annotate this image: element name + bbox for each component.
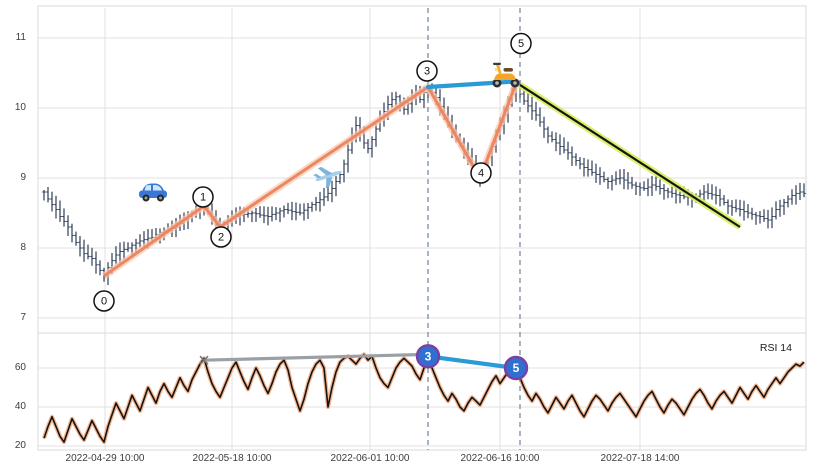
wave-label-5: 5 bbox=[510, 32, 532, 55]
rsi-ytick-40: 40 bbox=[14, 401, 26, 412]
resistance-line bbox=[425, 79, 519, 90]
rsi-marker-5: 5 bbox=[503, 355, 529, 381]
xtick-2022-06-01: 2022-06-01 10:00 bbox=[330, 453, 410, 464]
wave-label-2: 2 bbox=[210, 226, 232, 248]
price-ytick-7: 7 bbox=[20, 312, 26, 323]
price-ytick-10: 10 bbox=[14, 102, 26, 113]
price-ytick-8: 8 bbox=[20, 242, 26, 253]
svg-text:3: 3 bbox=[424, 66, 430, 78]
rsi-legend-label: RSI 14 bbox=[759, 342, 792, 354]
wave-label-1: 1 bbox=[192, 186, 214, 208]
svg-text:4: 4 bbox=[478, 168, 484, 180]
projection-line bbox=[519, 83, 741, 228]
xtick-2022-05-18: 2022-05-18 10:00 bbox=[192, 453, 272, 464]
svg-text:5: 5 bbox=[513, 361, 520, 375]
scooter-icon bbox=[492, 62, 520, 88]
svg-text:0: 0 bbox=[101, 296, 107, 308]
wave-label-3: 3 bbox=[416, 60, 438, 82]
price-ytick-11: 11 bbox=[15, 32, 26, 43]
svg-text:3: 3 bbox=[425, 349, 432, 363]
svg-text:1: 1 bbox=[200, 192, 206, 204]
rsi-ytick-60: 60 bbox=[14, 362, 26, 373]
impulse-line-halo bbox=[101, 82, 520, 279]
car-icon bbox=[139, 183, 167, 202]
rsi-ytick-20: 20 bbox=[14, 440, 26, 451]
impulse-line bbox=[103, 82, 518, 278]
xtick-2022-04-29: 2022-04-29 10:00 bbox=[65, 453, 145, 464]
rsi-divergence-line bbox=[425, 354, 519, 371]
airplane-icon bbox=[313, 166, 342, 189]
rsi-marker-3: 3 bbox=[415, 344, 441, 369]
wave-label-4: 4 bbox=[470, 162, 492, 184]
rsi-line bbox=[43, 353, 805, 443]
price-ytick-9: 9 bbox=[20, 172, 26, 183]
ohlc-bars bbox=[42, 79, 806, 286]
xtick-2022-06-16: 2022-06-16 10:00 bbox=[460, 453, 540, 464]
xtick-2022-07-18: 2022-07-18 14:00 bbox=[600, 453, 680, 464]
wave-label-0: 0 bbox=[93, 290, 115, 312]
svg-text:5: 5 bbox=[518, 38, 524, 50]
rsi-trend-line bbox=[203, 352, 429, 362]
svg-text:2: 2 bbox=[218, 232, 224, 244]
